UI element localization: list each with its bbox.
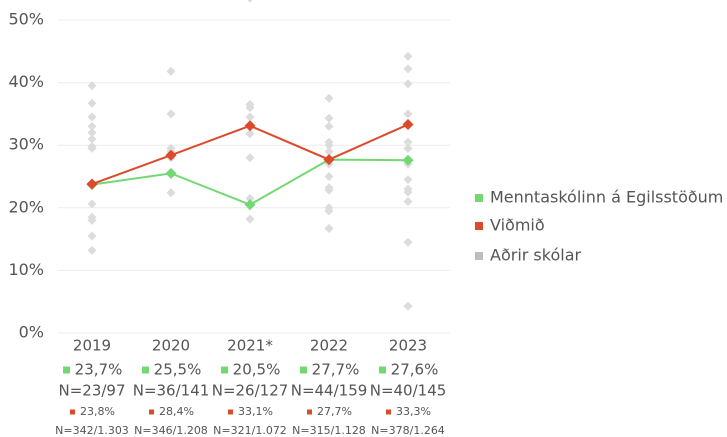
n-label: N=342/1.303 [55, 424, 129, 437]
label-swatch [63, 366, 70, 374]
other-school-point [403, 301, 413, 311]
value-label: 20,5% [233, 361, 281, 379]
y-tick-label: 40% [8, 72, 44, 91]
other-school-point [87, 81, 97, 91]
y-tick-label: 10% [8, 260, 44, 279]
other-school-point [324, 121, 334, 131]
legend-label: Menntaskólinn á Egilsstöðum [490, 188, 723, 207]
series-point [244, 199, 256, 211]
n-label: N=321/1.072 [213, 424, 287, 437]
label-swatch [70, 409, 75, 415]
other-school-point [324, 206, 334, 216]
series-point [244, 120, 256, 132]
x-tick-label: 2022 [310, 337, 348, 355]
other-school-point [403, 64, 413, 74]
n-label: N=315/1.128 [292, 424, 366, 437]
series-point [402, 119, 414, 131]
other-school-point [87, 245, 97, 255]
n-label: N=36/141 [133, 382, 210, 400]
x-tick-label: 2021* [227, 337, 273, 355]
legend-swatch [475, 252, 483, 260]
other-school-point [324, 172, 334, 181]
n-label: N=378/1.264 [371, 424, 445, 437]
n-label: N=23/97 [58, 382, 125, 400]
other-school-point [245, 153, 255, 163]
n-label: N=346/1.208 [134, 424, 208, 437]
value-label: 27,6% [391, 361, 439, 379]
label-swatch [379, 366, 386, 374]
other-school-point [166, 109, 176, 119]
other-school-point [87, 143, 97, 153]
other-school-point [403, 51, 413, 61]
other-school-point [324, 113, 334, 123]
label-swatch [228, 409, 233, 415]
x-tick-label: 2023 [389, 337, 427, 355]
other-school-point [324, 146, 334, 156]
other-school-point [403, 79, 413, 89]
other-school-point [403, 143, 413, 153]
other-school-point [87, 128, 97, 138]
value-label: 27,7% [312, 361, 360, 379]
other-school-point [403, 175, 413, 185]
legend-label: Viðmið [490, 216, 545, 235]
other-school-point [324, 140, 334, 150]
label-swatch [221, 366, 228, 374]
legend-swatch [475, 222, 483, 230]
other-school-point [87, 231, 97, 241]
n-label: N=40/145 [370, 382, 447, 400]
value-label: 28,4% [159, 405, 194, 418]
y-tick-label: 50% [8, 10, 44, 29]
value-label: 33,3% [396, 405, 431, 418]
other-school-point [166, 188, 176, 198]
series-point [165, 149, 177, 161]
label-swatch [300, 366, 307, 374]
series-point [86, 178, 98, 190]
other-school-point [87, 134, 97, 144]
other-school-point [245, 103, 255, 113]
other-school-point [87, 199, 97, 209]
other-school-point [87, 215, 97, 225]
other-school-point [87, 121, 97, 131]
label-swatch [149, 409, 154, 415]
legend-label: Aðrir skólar [490, 246, 581, 265]
y-tick-label: 30% [8, 135, 44, 154]
other-school-point [324, 93, 334, 103]
other-school-point [245, 214, 255, 224]
other-school-point [245, 193, 255, 203]
label-swatch [142, 366, 149, 374]
legend-swatch [475, 194, 483, 202]
value-label: 23,8% [80, 405, 115, 418]
other-school-point [245, 129, 255, 139]
series-point [165, 167, 177, 179]
x-tick-label: 2020 [152, 337, 190, 355]
other-school-point [324, 185, 334, 195]
other-school-point [403, 109, 413, 119]
other-school-point [166, 66, 176, 76]
series-point [323, 154, 335, 166]
label-swatch [386, 409, 391, 415]
y-tick-label: 0% [19, 323, 44, 342]
other-school-point [403, 237, 413, 247]
label-swatch [307, 409, 312, 415]
value-label: 33,1% [238, 405, 273, 418]
other-school-point [87, 112, 97, 122]
other-school-point [87, 98, 97, 108]
other-school-point [245, 112, 255, 122]
other-school-point [403, 187, 413, 197]
other-school-point [247, 0, 253, 3]
value-label: 27,7% [317, 405, 352, 418]
series-point [402, 154, 414, 166]
n-label: N=26/127 [212, 382, 289, 400]
value-label: 25,5% [154, 361, 202, 379]
x-tick-label: 2019 [73, 337, 111, 355]
value-label: 23,7% [75, 361, 123, 379]
n-label: N=44/159 [291, 382, 368, 400]
other-school-point [403, 137, 413, 147]
y-tick-label: 20% [8, 197, 44, 216]
other-school-point [403, 197, 413, 207]
other-school-point [324, 223, 334, 233]
